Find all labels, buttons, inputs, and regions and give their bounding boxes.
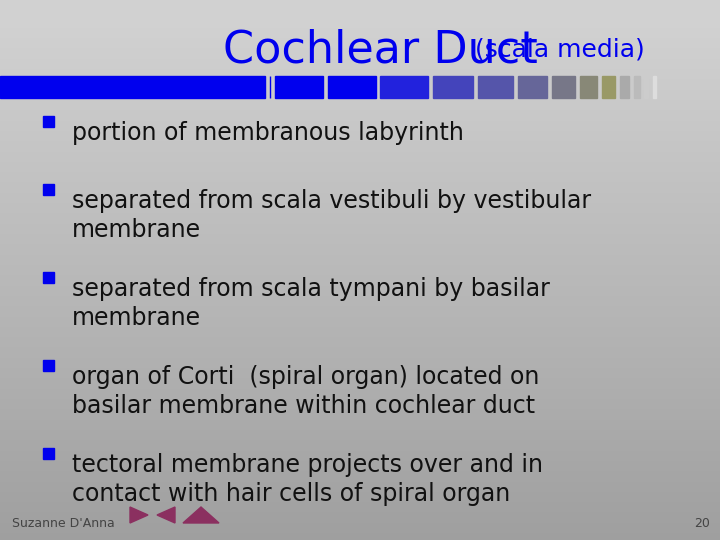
Bar <box>380 76 428 98</box>
Polygon shape <box>130 507 148 523</box>
Text: Cochlear Duct: Cochlear Duct <box>222 29 537 71</box>
Text: 20: 20 <box>694 517 710 530</box>
Bar <box>42 360 53 370</box>
Text: separated from scala tympani by basilar
membrane: separated from scala tympani by basilar … <box>72 277 550 330</box>
Bar <box>328 76 376 98</box>
Bar <box>42 448 53 458</box>
Bar <box>518 76 547 98</box>
Text: separated from scala vestibuli by vestibular
membrane: separated from scala vestibuli by vestib… <box>72 189 591 242</box>
Bar <box>644 76 649 98</box>
Text: organ of Corti  (spiral organ) located on
basilar membrane within cochlear duct: organ of Corti (spiral organ) located on… <box>72 365 539 418</box>
Bar <box>478 76 513 98</box>
Bar <box>42 116 53 126</box>
Bar <box>42 184 53 194</box>
Polygon shape <box>157 507 175 523</box>
Bar <box>580 76 598 98</box>
Text: tectoral membrane projects over and in
contact with hair cells of spiral organ: tectoral membrane projects over and in c… <box>72 453 543 506</box>
Bar <box>0 76 266 98</box>
Bar <box>433 76 474 98</box>
Text: (scala media): (scala media) <box>475 38 645 62</box>
Bar <box>634 76 640 98</box>
Bar <box>552 76 575 98</box>
Text: portion of membranous labyrinth: portion of membranous labyrinth <box>72 121 464 145</box>
Bar <box>42 272 53 282</box>
Bar <box>620 76 629 98</box>
Bar <box>602 76 616 98</box>
Bar <box>275 76 323 98</box>
Polygon shape <box>183 507 219 523</box>
Bar <box>653 76 656 98</box>
Text: Suzanne D'Anna: Suzanne D'Anna <box>12 517 114 530</box>
